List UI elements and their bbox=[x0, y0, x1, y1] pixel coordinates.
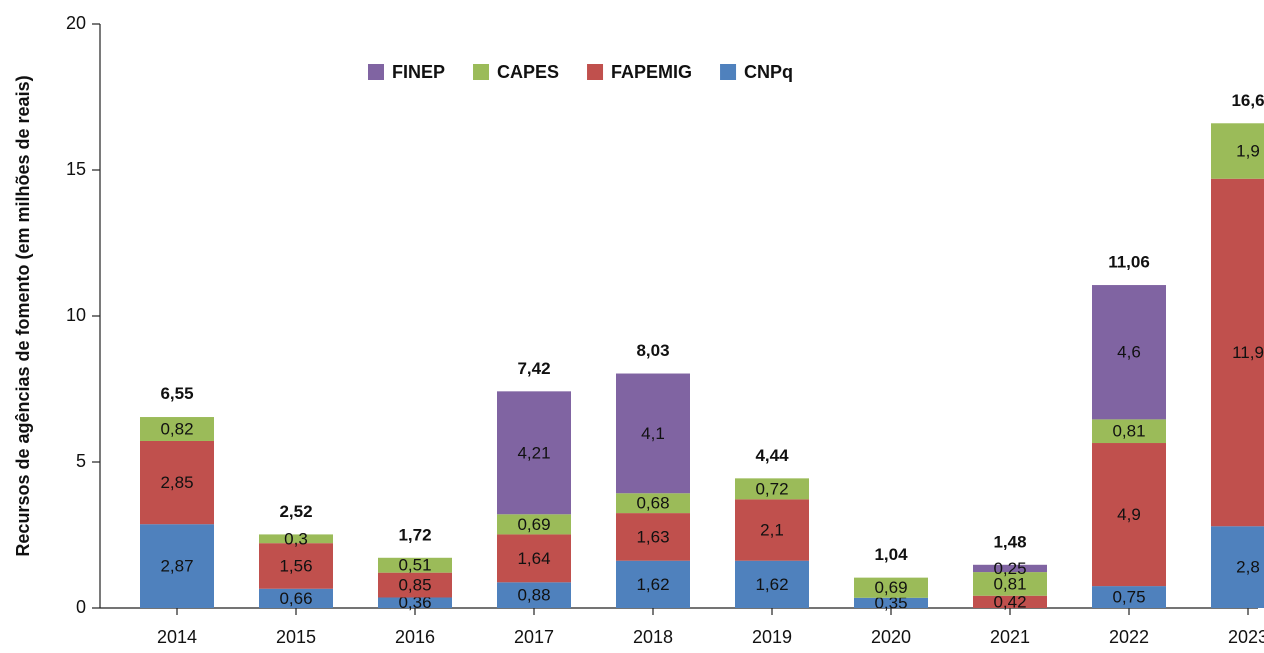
bar-segment bbox=[735, 499, 809, 561]
bar-segment bbox=[616, 373, 690, 494]
value-label: 2,1 bbox=[760, 521, 784, 540]
bar-segment bbox=[735, 560, 809, 608]
bar-segment bbox=[1092, 443, 1166, 587]
total-label: 2,52 bbox=[279, 502, 312, 521]
bar-segment bbox=[259, 543, 333, 589]
x-tick-label: 2023 bbox=[1228, 627, 1264, 647]
value-label: 0,25 bbox=[993, 559, 1026, 578]
x-tick-label: 2017 bbox=[514, 627, 554, 647]
value-label: 1,62 bbox=[755, 575, 788, 594]
legend-label: FINEP bbox=[392, 62, 445, 82]
legend-label: CAPES bbox=[497, 62, 559, 82]
bar-segment bbox=[378, 597, 452, 608]
y-tick-label: 10 bbox=[66, 305, 86, 325]
value-label: 0,69 bbox=[874, 578, 907, 597]
x-tick-label: 2022 bbox=[1109, 627, 1149, 647]
value-label: 4,6 bbox=[1117, 343, 1141, 362]
x-tick-label: 2015 bbox=[276, 627, 316, 647]
bar-segment bbox=[1092, 586, 1166, 608]
value-label: 1,56 bbox=[279, 556, 312, 575]
value-label: 2,87 bbox=[160, 557, 193, 576]
value-label: 1,63 bbox=[636, 527, 669, 546]
x-tick-label: 2014 bbox=[157, 627, 197, 647]
bar-segment bbox=[1092, 285, 1166, 420]
bar-segment bbox=[616, 493, 690, 514]
x-tick-label: 2018 bbox=[633, 627, 673, 647]
bar-segment bbox=[497, 582, 571, 608]
x-tick-label: 2016 bbox=[395, 627, 435, 647]
total-label: 11,06 bbox=[1108, 253, 1150, 272]
value-label: 1,9 bbox=[1236, 142, 1260, 161]
value-label: 0,68 bbox=[636, 494, 669, 513]
value-label: 4,1 bbox=[641, 424, 665, 443]
value-label: 11,9 bbox=[1232, 343, 1264, 362]
value-label: 0,82 bbox=[160, 419, 193, 438]
legend-swatch bbox=[368, 64, 384, 80]
bar-segment bbox=[140, 440, 214, 525]
value-label: 2,8 bbox=[1236, 558, 1260, 577]
value-label: 0,3 bbox=[284, 529, 308, 548]
bar-segment bbox=[616, 560, 690, 608]
bar-segment bbox=[497, 534, 571, 583]
value-label: 0,51 bbox=[398, 556, 431, 575]
value-label: 0,69 bbox=[517, 515, 550, 534]
value-label: 2,85 bbox=[160, 473, 193, 492]
bar-segment bbox=[378, 572, 452, 598]
y-tick-label: 0 bbox=[76, 597, 86, 617]
legend-label: FAPEMIG bbox=[611, 62, 692, 82]
bar-segment bbox=[973, 564, 1047, 573]
value-label: 1,64 bbox=[517, 549, 550, 568]
x-tick-label: 2021 bbox=[990, 627, 1030, 647]
value-label: 1,62 bbox=[636, 575, 669, 594]
value-label: 0,88 bbox=[517, 586, 550, 605]
x-tick-label: 2019 bbox=[752, 627, 792, 647]
value-label: 0,66 bbox=[279, 589, 312, 608]
bar-segment bbox=[259, 534, 333, 544]
bar-segment bbox=[854, 597, 928, 608]
total-label: 1,04 bbox=[874, 545, 908, 564]
y-axis-title: Recursos de agências de fomento (em milh… bbox=[13, 75, 33, 556]
bar-segment bbox=[1211, 526, 1264, 608]
value-label: 0,35 bbox=[874, 593, 907, 612]
bar-segment bbox=[140, 417, 214, 441]
value-label: 0,72 bbox=[755, 479, 788, 498]
bar-segment bbox=[854, 577, 928, 598]
value-label: 4,9 bbox=[1117, 505, 1141, 524]
bar-segment bbox=[735, 478, 809, 500]
total-label: 8,03 bbox=[636, 341, 669, 360]
y-tick-label: 20 bbox=[66, 13, 86, 33]
bar-segment bbox=[1092, 419, 1166, 444]
value-label: 0,36 bbox=[398, 593, 431, 612]
total-label: 16,6 bbox=[1231, 91, 1264, 110]
bar-segment bbox=[378, 557, 452, 573]
value-label: 0,85 bbox=[398, 576, 431, 595]
bar-segment bbox=[259, 588, 333, 608]
legend-label: CNPq bbox=[744, 62, 793, 82]
bar-segment bbox=[1211, 178, 1264, 527]
y-tick-label: 15 bbox=[66, 159, 86, 179]
total-label: 4,44 bbox=[755, 446, 789, 465]
legend-swatch bbox=[720, 64, 737, 80]
bar-segment bbox=[140, 524, 214, 608]
value-label: 4,21 bbox=[517, 443, 550, 462]
total-label: 1,72 bbox=[398, 525, 431, 544]
value-label: 0,75 bbox=[1112, 588, 1145, 607]
bar-segment bbox=[1211, 123, 1264, 179]
bar-segment bbox=[497, 391, 571, 515]
bar-segment bbox=[497, 514, 571, 535]
value-label: 0,81 bbox=[993, 574, 1026, 593]
total-label: 7,42 bbox=[517, 359, 550, 378]
total-label: 6,55 bbox=[160, 384, 193, 403]
legend-swatch bbox=[587, 64, 604, 80]
legend-swatch bbox=[473, 64, 490, 80]
total-label: 1,48 bbox=[993, 532, 1026, 551]
x-tick-label: 2020 bbox=[871, 627, 911, 647]
bar-segment bbox=[973, 595, 1047, 608]
bar-segment bbox=[616, 513, 690, 561]
bar-segment bbox=[973, 572, 1047, 596]
value-label: 0,81 bbox=[1112, 422, 1145, 441]
value-label: 0,42 bbox=[993, 592, 1026, 611]
y-tick-label: 5 bbox=[76, 451, 86, 471]
